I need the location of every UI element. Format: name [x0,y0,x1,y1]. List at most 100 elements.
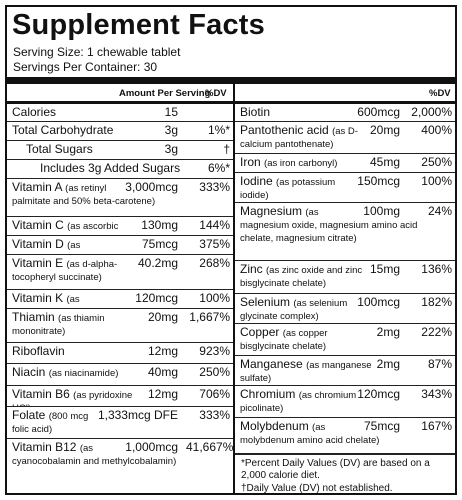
daily-value: 375% [199,237,230,251]
daily-value: 41,667% [186,440,233,454]
amount: 12mg [147,344,178,358]
nutrient-source: (as potassium iodide) [240,177,336,201]
nutrient-row: 100% 150mcg Iodine (as potassium iodide) [235,173,455,203]
serving-size: Serving Size: 1 chewable tablet [13,45,181,59]
nutrient-row: 2,000% 600mcg Biotin [235,104,455,122]
nutrient-source: (as cyanocobalamin and methylcobalamin) [12,443,177,467]
nutrient-row: 167% 75mcg Molybdenum (as molybdenum amino… [235,418,455,454]
nutrient-row: 250% 45mg Iron (as iron carbonyl) [235,154,455,173]
title: Supplement Facts [12,9,265,41]
footnotes: *Percent Daily Values (DV) are based on … [235,454,455,495]
amount: 150mcg [357,174,400,188]
nutrient-name: Vitamin K [12,291,64,305]
amount: 100mg [363,204,400,218]
nutrient-name: Vitamin B6 [12,387,70,401]
nutrient-row: 136% 15mg Zinc (as zinc oxide and zinc bis… [235,261,455,294]
nutrient-row: 15 Calories [7,104,233,122]
header-amount: Amount Per Serving [119,88,211,99]
nutrient-source: (800 mcg folic acid) [12,411,89,435]
nutrient-source: (as pyridoxine HCl) [12,390,133,406]
daily-value: 400% [421,123,452,137]
amount: 75mcg [141,237,178,251]
nutrient-source: (as niacinamide) [48,368,119,379]
amount: 3g [164,123,178,137]
amount: 3g [164,142,178,156]
servings-per-container: Servings Per Container: 30 [13,60,158,74]
daily-value: 24% [427,204,452,218]
nutrient-source: (as molybdenum amino acid chelate) [240,422,380,446]
daily-value: 333% [199,408,230,422]
nutrient-source: (as chromium picolinate) [240,390,357,414]
amount: 20mg [147,310,178,324]
nutrient-name: Vitamin D [12,237,64,251]
nutrient-name: Chromium [240,387,296,401]
nutrient-row: 268% 40.2mg Vitamin E (as d-alpha-tocopher… [7,255,233,290]
nutrient-row: 1%* 3g Total Carbohydrate [7,122,233,141]
right-column: 2,000% 600mcg Biotin 400% 20mg Pantothenic ac… [235,104,455,496]
daily-value: † [223,142,230,156]
daily-value: 343% [421,387,452,401]
thick-rule [7,77,455,84]
nutrient-source: (as iron carbonyl) [264,158,338,169]
nutrient-source: (as retinyl palmitate and 50% beta-carot… [12,183,156,207]
amount: 12mg [147,387,178,401]
nutrient-source: (as ascorbic acid) [12,221,119,235]
nutrient-name: Vitamin E [12,256,64,270]
amount: 75mcg [363,419,400,433]
footnote: *Percent Daily Values (DV) are based on … [241,458,430,481]
nutrient-row: 87% 2mg Manganese (as manganese sulfate) [235,356,455,386]
nutrient-row: 1,667% 20mg Thiamin (as thiamin mononitrat… [7,309,233,343]
nutrient-row: 222% 2mg Copper (as copper bisglycinate ch… [235,324,455,356]
nutrient-row: 144% 130mg Vitamin C (as ascorbic acid) [7,217,233,236]
nutrient-source: (as thiamin mononitrate) [12,313,105,337]
daily-value: 2,000% [411,105,452,119]
nutrient-name: Manganese [240,357,303,371]
amount: 3,000mcg [125,180,178,194]
nutrient-row: 250% 40mg Niacin (as niacinamide) [7,364,233,386]
amount: 40mg [147,365,178,379]
nutrient-name: Vitamin B12 [12,440,77,454]
daily-value: 1,667% [189,310,230,324]
amount: 45mg [369,155,400,169]
nutrient-name: Total Sugars [26,142,93,156]
nutrient-name: Selenium [240,295,291,309]
nutrient-source: (as magnesium oxide, magnesium amino aci… [240,207,418,244]
nutrient-source: (as copper bisglycinate chelate) [240,328,328,352]
nutrient-name: Vitamin A [12,180,62,194]
header-dv: %DV [429,88,451,99]
column-divider [233,84,235,493]
nutrient-name: Vitamin C [12,218,64,232]
nutrient-row: 182% 100mcg Selenium (as selenium glycinat… [235,294,455,324]
amount: 15mg [369,262,400,276]
amount: 1,000mcg [125,440,178,454]
daily-value: 250% [199,365,230,379]
nutrient-row: 375% 75mcg Vitamin D (as cholecalciferol) [7,236,233,255]
nutrient-source: (as cholecalciferol) [12,240,81,254]
amount: 600mcg [357,105,400,119]
nutrient-row: 923% 12mg Riboflavin [7,343,233,364]
daily-value: 222% [421,325,452,339]
nutrient-name: Pantothenic acid [240,123,329,137]
nutrient-name: Calories [12,105,57,119]
daily-value: 923% [199,344,230,358]
nutrient-source: (as zinc oxide and zinc bisglycinate che… [240,265,363,289]
nutrient-name: Riboflavin [12,344,65,358]
amount: 120mcg [357,387,400,401]
nutrient-row: † 3g Total Sugars [7,141,233,160]
amount: 130mg [141,218,178,232]
nutrient-source: (as phylloquinone) [12,294,80,308]
amount: 1,333mcg DFE [97,408,178,422]
left-column: 15 Calories 1%* 3g Total Carbohydrate † 3g Tota… [7,104,233,497]
nutrient-source: (as selenium glycinate complex) [240,298,348,322]
daily-value: 333% [199,180,230,194]
column-header: Amount Per Serving %DV %DV [7,84,455,104]
amount: 2mg [376,325,400,339]
nutrient-name: Biotin [240,105,271,119]
nutrient-row: 333% 3,000mcg Vitamin A (as retinyl palmit… [7,179,233,217]
daily-value: 100% [199,291,230,305]
nutrient-row: 41,667% 1,000mcg Vitamin B12 (as cyanocoba… [7,439,233,497]
amount: 100mcg [357,295,400,309]
nutrient-name: Folate [12,408,46,422]
nutrient-row: 333% 1,333mcg DFE Folate (800 mcg folic ac… [7,407,233,439]
